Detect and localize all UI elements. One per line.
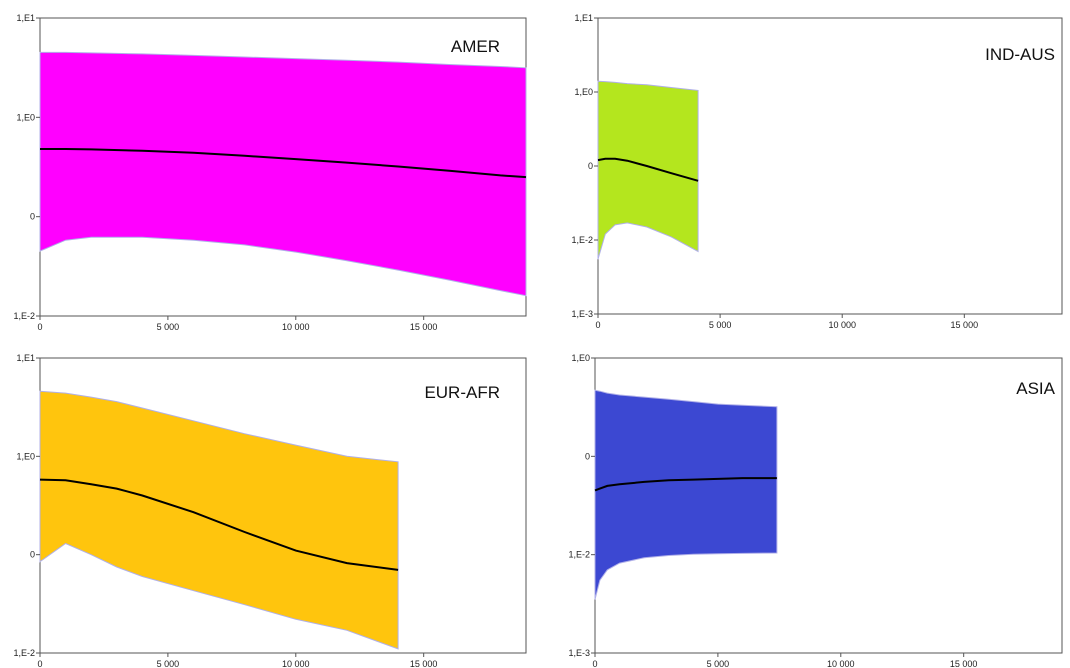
region-label: ASIA xyxy=(1016,379,1055,398)
y-tick-label: 1,E1 xyxy=(574,13,593,23)
x-tick-label: 5 000 xyxy=(707,659,730,668)
y-tick-label: 0 xyxy=(30,212,35,222)
x-tick-label: 0 xyxy=(37,659,42,668)
y-tick-label: 1,E1 xyxy=(16,353,35,363)
confidence-band xyxy=(39,51,527,297)
median-line xyxy=(40,148,527,179)
x-tick-label: 15 000 xyxy=(410,659,438,668)
y-tick-label: 1,E1 xyxy=(16,13,35,23)
x-tick-label: 10 000 xyxy=(828,320,856,330)
confidence-band xyxy=(39,390,399,650)
region-label: AMER xyxy=(451,37,500,56)
median-line xyxy=(39,478,399,571)
x-tick-label: 10 000 xyxy=(282,659,310,668)
chart-panel-ind-aus: 1,E-3 1,E-2 0 1,E0 1,E1 0 5 000 10 000 15 000 IND… xyxy=(571,13,1063,330)
y-tick-label: 1,E0 xyxy=(571,353,590,363)
y-tick-label: 1,E0 xyxy=(16,112,35,122)
region-label: IND-AUS xyxy=(985,45,1055,64)
median-line xyxy=(594,477,777,492)
x-tick-label: 15 000 xyxy=(410,322,438,332)
x-tick-label: 15 000 xyxy=(951,320,979,330)
confidence-band xyxy=(594,389,778,600)
y-tick-label: 1,E0 xyxy=(16,451,35,461)
x-tick-label: 5 000 xyxy=(157,322,180,332)
y-tick-label: 1,E-2 xyxy=(13,648,35,658)
y-tick-label: 1,E-2 xyxy=(568,550,590,560)
region-label: EUR-AFR xyxy=(424,383,500,402)
y-tick-label: 0 xyxy=(30,550,35,560)
x-tick-label: 10 000 xyxy=(827,659,855,668)
chart-panel-asia: 1,E-3 1,E-2 0 1,E0 0 5 000 10 000 15 000 ASIA xyxy=(568,353,1063,668)
x-tick-label: 5 000 xyxy=(709,320,732,330)
x-tick-label: 15 000 xyxy=(950,659,978,668)
y-tick-label: 1,E-3 xyxy=(571,309,593,319)
confidence-band xyxy=(597,80,699,260)
x-tick-label: 5 000 xyxy=(157,659,180,668)
y-tick-label: 1,E-3 xyxy=(568,648,590,658)
y-tick-label: 1,E-2 xyxy=(13,311,35,321)
x-tick-label: 0 xyxy=(595,320,600,330)
median-line xyxy=(597,157,699,182)
y-tick-label: 0 xyxy=(588,161,593,171)
x-tick-label: 0 xyxy=(37,322,42,332)
y-tick-label: 1,E0 xyxy=(574,87,593,97)
x-tick-label: 10 000 xyxy=(282,322,310,332)
x-tick-label: 0 xyxy=(592,659,597,668)
y-tick-label: 0 xyxy=(585,451,590,461)
y-tick-label: 1,E-2 xyxy=(571,235,593,245)
